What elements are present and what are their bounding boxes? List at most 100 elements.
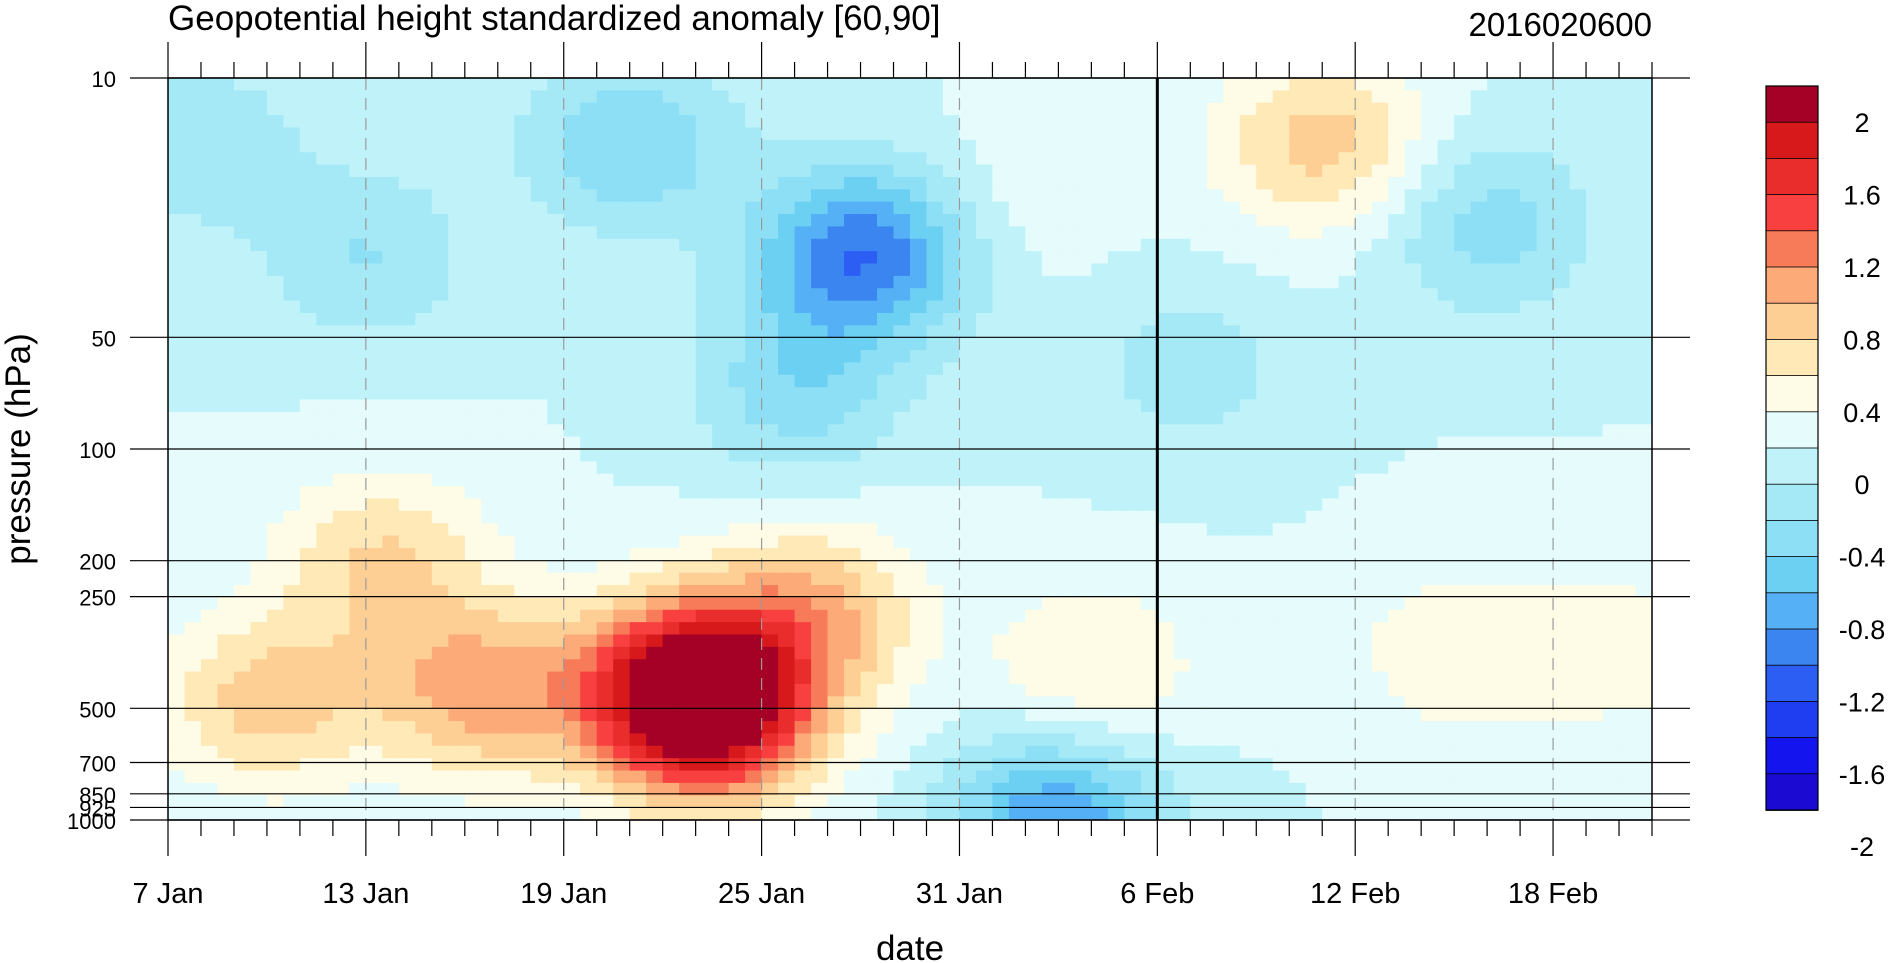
- heat-cell: [712, 523, 730, 537]
- heat-cell: [662, 325, 680, 339]
- heat-cell: [200, 795, 219, 809]
- heat-cell: [1041, 473, 1059, 487]
- heat-cell: [382, 659, 400, 673]
- heat-cell: [316, 263, 334, 277]
- heat-cell: [1190, 523, 1208, 537]
- heat-cell: [712, 362, 730, 376]
- heat-cell: [168, 238, 186, 252]
- heat-cell: [464, 90, 482, 104]
- heat-cell: [695, 90, 713, 104]
- heat-cell: [316, 498, 334, 512]
- heat-cell: [728, 634, 746, 648]
- heat-cell: [530, 300, 548, 314]
- heat-cell: [1124, 115, 1142, 129]
- heat-cell: [877, 251, 895, 265]
- heat-cell: [1470, 770, 1488, 784]
- heat-cell: [1272, 770, 1290, 784]
- heat-cell: [1256, 708, 1274, 722]
- heat-cell: [497, 721, 515, 735]
- heat-cell: [712, 733, 730, 747]
- heat-cell: [1041, 399, 1059, 413]
- heat-cell: [1091, 288, 1109, 302]
- heat-cell: [1520, 139, 1538, 153]
- heat-cell: [1223, 189, 1241, 203]
- heat-cell: [662, 721, 680, 735]
- heat-cell: [530, 535, 548, 549]
- heat-cell: [431, 127, 449, 141]
- heat-cell: [596, 436, 614, 450]
- heat-cell: [1190, 585, 1208, 598]
- heat-cell: [547, 362, 565, 376]
- heat-cell: [1239, 770, 1257, 784]
- heat-cell: [745, 498, 763, 512]
- heat-cell: [464, 696, 482, 710]
- heat-cell: [415, 646, 433, 660]
- heat-cell: [481, 102, 499, 116]
- heat-cell: [497, 152, 515, 166]
- heat-cell: [382, 399, 400, 413]
- heat-cell: [382, 795, 400, 809]
- heat-cell: [1091, 424, 1109, 438]
- heat-cell: [1371, 164, 1389, 178]
- heat-cell: [975, 325, 994, 339]
- heat-cell: [860, 325, 878, 339]
- heat-cell: [811, 152, 829, 166]
- heat-cell: [761, 288, 779, 302]
- heat-cell: [464, 251, 482, 265]
- heat-cell: [811, 275, 829, 289]
- heat-cell: [1074, 721, 1092, 735]
- heat-cell: [1025, 78, 1043, 91]
- heat-cell: [1404, 189, 1422, 203]
- heat-cell: [778, 721, 796, 735]
- heat-cell: [283, 189, 301, 203]
- heat-cell: [1140, 758, 1158, 772]
- heat-cell: [514, 634, 532, 648]
- heat-cell: [646, 263, 664, 277]
- heat-cell: [926, 547, 944, 561]
- heat-cell: [844, 362, 862, 376]
- heat-cell: [679, 411, 697, 425]
- heat-cell: [547, 609, 565, 623]
- heat-cell: [250, 795, 268, 809]
- heat-cell: [1371, 683, 1389, 697]
- heat-cell: [712, 758, 730, 772]
- heat-cell: [448, 609, 466, 623]
- heat-cell: [365, 275, 383, 289]
- heat-cell: [695, 263, 713, 277]
- heat-cell: [497, 288, 515, 302]
- heat-cell: [811, 795, 829, 809]
- heat-cell: [398, 560, 416, 574]
- heat-cell: [1437, 560, 1455, 574]
- heat-cell: [266, 214, 285, 227]
- heat-cell: [349, 325, 367, 339]
- heat-cell: [1503, 312, 1521, 326]
- heat-cell: [1355, 510, 1373, 524]
- heat-cell: [695, 547, 713, 561]
- heat-cell: [1025, 115, 1043, 129]
- heat-cell: [613, 572, 631, 586]
- heat-cell: [1107, 708, 1125, 722]
- heat-cell: [547, 424, 565, 438]
- heat-cell: [1520, 238, 1538, 252]
- heat-cell: [184, 461, 202, 475]
- heat-cell: [184, 411, 202, 425]
- heat-cell: [662, 807, 680, 820]
- heat-cell: [497, 585, 515, 598]
- heat-cell: [992, 424, 1010, 438]
- heat-cell: [365, 745, 383, 759]
- heat-cell: [794, 102, 812, 116]
- heat-cell: [679, 387, 697, 401]
- heat-cell: [844, 609, 862, 623]
- heat-cell: [679, 609, 697, 623]
- heat-cell: [1470, 411, 1488, 425]
- heat-cell: [1256, 535, 1274, 549]
- heat-cell: [778, 449, 796, 462]
- heat-cell: [1322, 189, 1340, 203]
- heat-cell: [1025, 523, 1043, 537]
- heat-cell: [1272, 251, 1290, 265]
- heat-cell: [629, 807, 647, 820]
- heat-cell: [1520, 201, 1538, 215]
- heat-cell: [200, 807, 219, 820]
- heat-cell: [1421, 745, 1439, 759]
- heat-cell: [926, 275, 944, 289]
